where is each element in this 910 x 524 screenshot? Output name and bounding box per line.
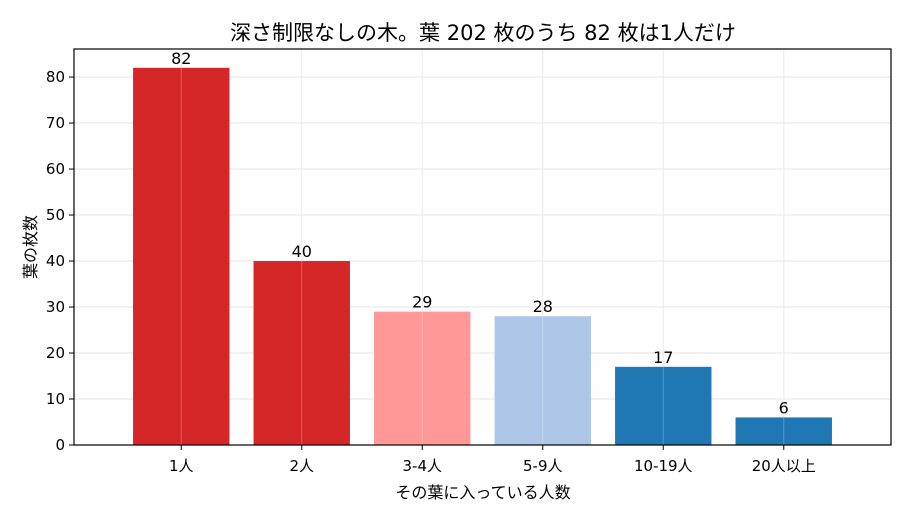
bars [133, 67, 832, 445]
data-label: 82 [171, 49, 191, 68]
bar [615, 366, 712, 445]
bar [494, 316, 591, 445]
data-label: 40 [292, 242, 312, 261]
bar [133, 67, 230, 445]
x-tick-label: 3-4人 [402, 457, 442, 475]
x-ticks: 1人 2人 3-4人 5-9人 10-19人 20人以上 [169, 445, 816, 475]
data-labels: 82 40 29 28 17 6 [171, 49, 789, 445]
data-label: 28 [533, 297, 553, 316]
y-tick-label: 50 [46, 206, 65, 224]
bar [253, 261, 350, 445]
y-tick-label: 80 [46, 68, 65, 86]
y-tick-label: 10 [46, 390, 65, 408]
x-tick-label: 2人 [289, 457, 314, 475]
y-tick-label: 60 [46, 160, 65, 178]
bar [735, 417, 832, 445]
x-tick-label: 5-9人 [523, 457, 563, 475]
x-tick-label: 10-19人 [634, 457, 693, 475]
x-tick-label: 1人 [169, 457, 194, 475]
bar [374, 311, 471, 445]
x-axis-label: その葉に入っている人数 [395, 483, 570, 502]
x-tick-label: 20人以上 [752, 457, 816, 475]
y-tick-label: 0 [55, 436, 65, 454]
plot-frame [73, 48, 892, 446]
y-axis-label: 葉の枚数 [21, 215, 40, 279]
y-tick-label: 20 [46, 344, 65, 362]
y-tick-label: 30 [46, 298, 65, 316]
y-tick-label: 70 [46, 114, 65, 132]
data-label: 6 [779, 398, 789, 417]
y-ticks: 0 10 20 30 40 50 60 70 80 [46, 68, 74, 454]
data-label: 29 [412, 293, 432, 312]
y-tick-label: 40 [46, 252, 65, 270]
data-label: 17 [653, 348, 673, 367]
chart-title: 深さ制限なしの木。葉 202 枚のうち 82 枚は1人だけ [230, 21, 736, 45]
axes [73, 48, 892, 446]
